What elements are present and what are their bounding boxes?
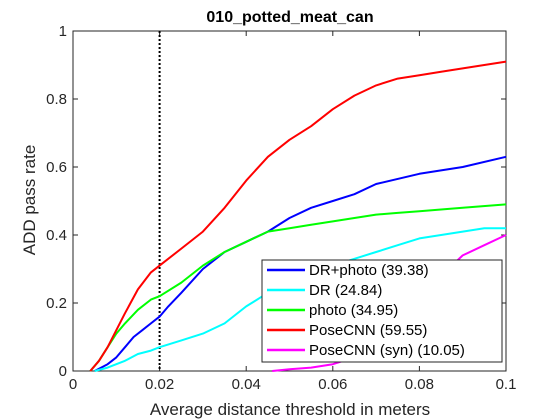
legend-entry: DR (24.84) (309, 282, 382, 299)
y-tick-label: 0 (59, 363, 67, 380)
legend-entry: photo (34.95) (309, 302, 398, 319)
y-tick-label: 0.2 (46, 295, 67, 312)
y-tick-label: 1 (59, 23, 67, 40)
y-tick-label: 0.4 (46, 227, 67, 244)
y-tick-label: 0.8 (46, 91, 67, 108)
x-tick-label: 0.1 (496, 376, 517, 393)
legend-entry: DR+photo (39.38) (309, 262, 429, 279)
x-tick-label: 0.04 (232, 376, 261, 393)
series-line-3 (89, 60, 507, 372)
legend: DR+photo (39.38) DR (24.84) photo (34.95) P… (261, 259, 503, 363)
x-axis-label: Average distance threshold in meters (150, 400, 430, 419)
x-tick-label: 0.06 (318, 376, 347, 393)
x-tick-label: 0 (69, 376, 77, 393)
legend-entry: PoseCNN (syn) (10.05) (309, 342, 465, 359)
series-line-2 (89, 203, 507, 372)
chart-title: 010_potted_meat_can (206, 9, 373, 26)
x-axis: 0 0.02 0.04 0.06 0.08 0.1 (69, 31, 517, 393)
y-axis: 0 0.2 0.4 0.6 0.8 1 (46, 23, 506, 380)
x-tick-label: 0.08 (405, 376, 434, 393)
y-axis-label: ADD pass rate (20, 145, 39, 256)
legend-entry: PoseCNN (59.55) (309, 322, 427, 339)
series-line-0 (94, 155, 507, 372)
x-tick-label: 0.02 (145, 376, 174, 393)
y-tick-label: 0.6 (46, 159, 67, 176)
